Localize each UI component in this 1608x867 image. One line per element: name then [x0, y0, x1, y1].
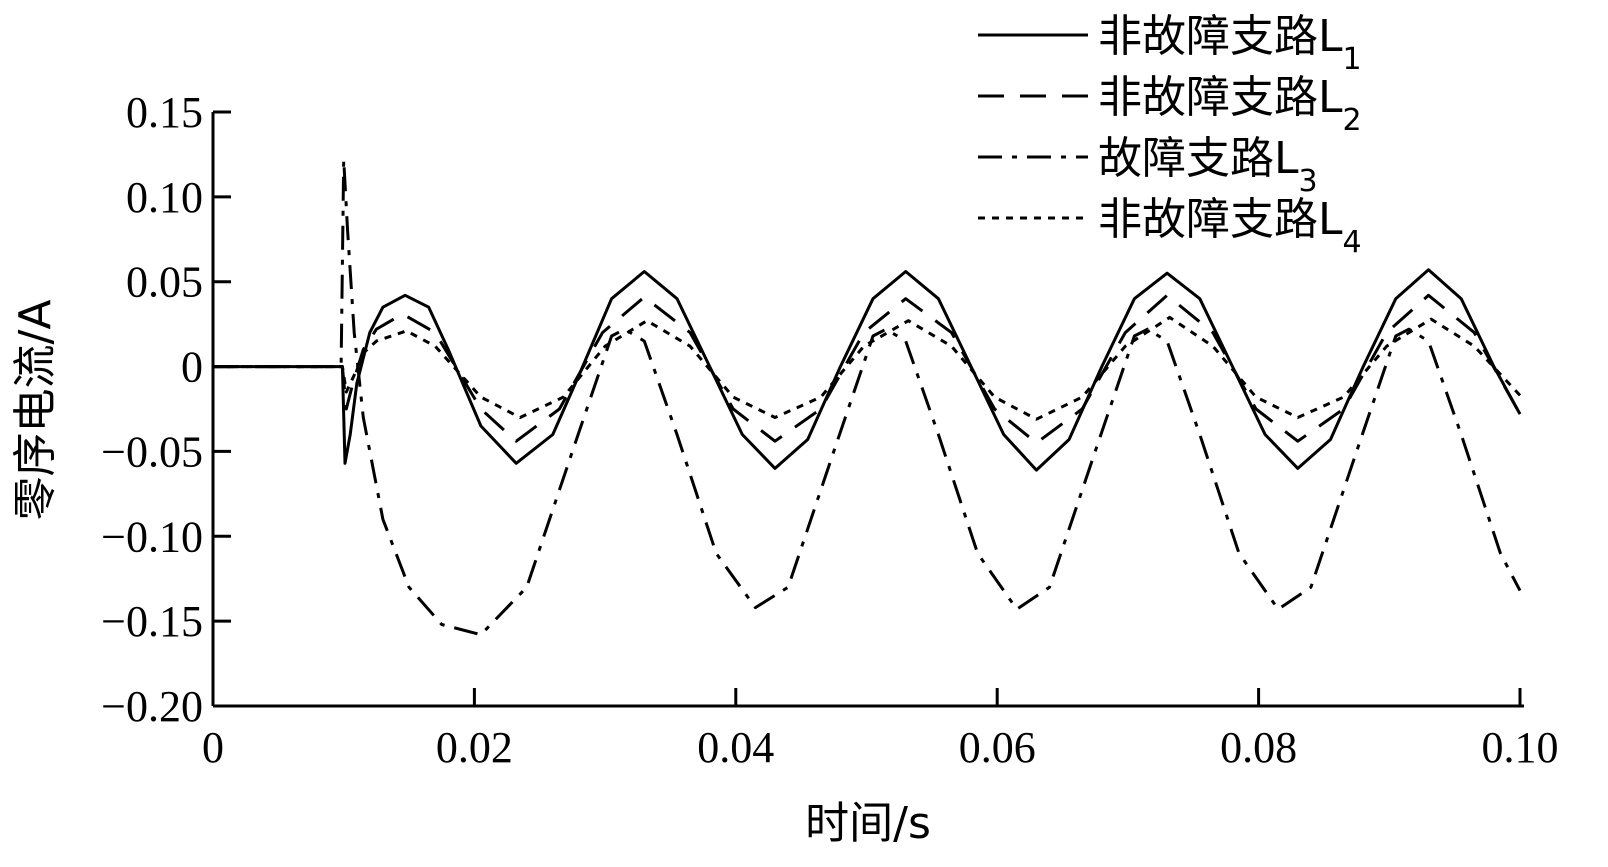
series-line-1	[213, 268, 1522, 472]
y-axis-label: 零序电流/A	[10, 300, 61, 521]
axes	[211, 112, 1524, 708]
x-ticks: 0 0.02 0.04 0.06 0.08 0.10	[202, 688, 1559, 772]
x-tick-label: 0.10	[1482, 723, 1559, 772]
legend-subscript-3: 3	[1299, 164, 1318, 199]
y-tick-label: −0.10	[101, 512, 203, 561]
legend-label-2: 非故障支路L2	[1098, 72, 1362, 138]
series-line-2	[213, 293, 1522, 445]
legend-label-4: 非故障支路L4	[1098, 194, 1362, 260]
legend-subscript-2: 2	[1343, 103, 1362, 138]
x-tick-label: 0.02	[436, 723, 513, 772]
legend-subscript-1: 1	[1343, 42, 1362, 77]
plot-lines	[213, 158, 1522, 637]
series-line-4	[213, 315, 1522, 421]
legend-label-1: 非故障支路L1	[1098, 11, 1362, 77]
y-tick-label: −0.20	[101, 682, 203, 731]
x-tick-label: 0.06	[959, 723, 1036, 772]
legend-label-3: 故障支路L3	[1098, 133, 1318, 199]
x-axis-label: 时间/s	[805, 798, 931, 849]
y-tick-label: 0.05	[126, 258, 203, 307]
y-tick-label: −0.15	[101, 597, 203, 646]
x-tick-label: 0.08	[1220, 723, 1297, 772]
y-tick-label: −0.05	[101, 427, 203, 476]
y-tick-label: 0.15	[126, 88, 203, 137]
y-tick-label: 0	[181, 343, 203, 392]
x-tick-label: 0	[202, 723, 224, 772]
legend-subscript-4: 4	[1343, 225, 1362, 260]
series-line-3	[213, 158, 1522, 637]
y-tick-label: 0.10	[126, 173, 203, 222]
y-ticks: 0.15 0.10 0.05 0 −0.05 −0.10 −0.15 −0.20	[101, 88, 231, 731]
x-tick-label: 0.04	[697, 723, 774, 772]
